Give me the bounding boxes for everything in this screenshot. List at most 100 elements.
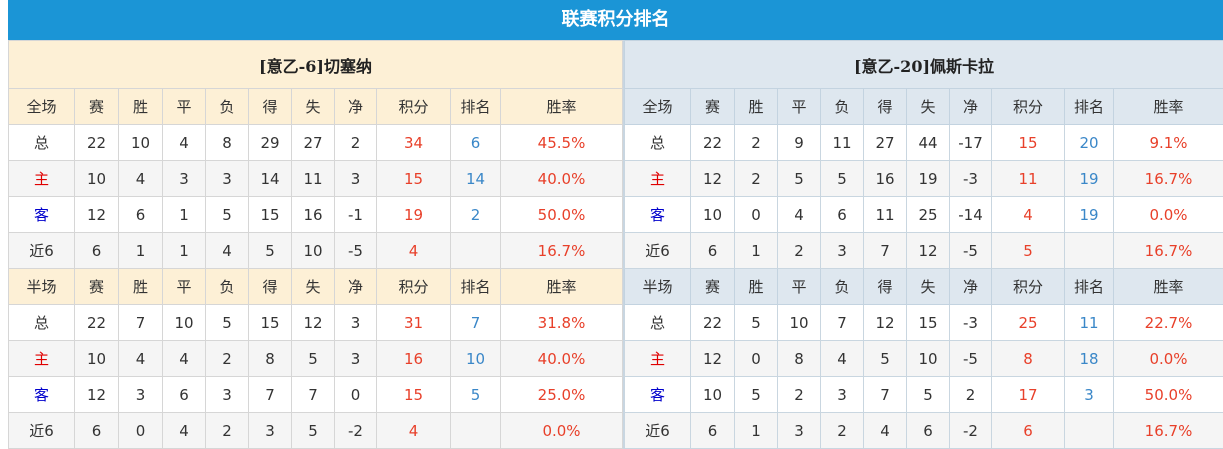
- row-type: 客: [9, 377, 75, 413]
- cell-points: 11: [992, 161, 1065, 197]
- row-type: 近6: [9, 413, 75, 449]
- cell-rank: 19: [1065, 161, 1114, 197]
- cell-played: 12: [691, 161, 735, 197]
- team-header: [意乙-20]佩斯卡拉: [625, 41, 1223, 89]
- row-type: 近6: [9, 233, 75, 269]
- cell-played: 22: [691, 125, 735, 161]
- column-header: 净: [950, 89, 992, 125]
- cell-won: 0: [119, 413, 163, 449]
- column-header: 积分: [992, 269, 1065, 305]
- cell-goals-for: 29: [249, 125, 292, 161]
- cell-goals-for: 16: [864, 161, 907, 197]
- cell-goal-diff: 3: [335, 161, 377, 197]
- cell-points: 6: [992, 413, 1065, 449]
- column-header: 平: [778, 89, 821, 125]
- cell-lost: 4: [821, 341, 864, 377]
- section-label: 全场: [625, 89, 691, 125]
- section-label: 半场: [9, 269, 75, 305]
- cell-goal-diff: 3: [335, 305, 377, 341]
- column-header-row: 全场赛胜平负得失净积分排名胜率: [9, 89, 623, 125]
- column-header: 平: [163, 269, 206, 305]
- column-header: 胜: [119, 89, 163, 125]
- cell-win-rate: 45.5%: [501, 125, 623, 161]
- cell-goals-for: 5: [864, 341, 907, 377]
- cell-played: 12: [75, 377, 119, 413]
- cell-goals-against: 5: [907, 377, 950, 413]
- row-type: 总: [625, 125, 691, 161]
- cell-points: 8: [992, 341, 1065, 377]
- cell-played: 10: [691, 197, 735, 233]
- cell-lost: 3: [206, 377, 249, 413]
- cell-played: 10: [75, 341, 119, 377]
- cell-lost: 3: [821, 377, 864, 413]
- column-header: 得: [249, 269, 292, 305]
- cell-drawn: 9: [778, 125, 821, 161]
- cell-points: 4: [992, 197, 1065, 233]
- cell-points: 17: [992, 377, 1065, 413]
- cell-won: 0: [735, 341, 778, 377]
- column-header: 得: [864, 89, 907, 125]
- column-header: 负: [206, 89, 249, 125]
- column-header: 净: [335, 89, 377, 125]
- cell-played: 6: [75, 413, 119, 449]
- cell-drawn: 4: [163, 125, 206, 161]
- cell-points: 4: [377, 413, 451, 449]
- row-type: 主: [625, 341, 691, 377]
- cell-goals-against: 5: [292, 341, 335, 377]
- cell-drawn: 4: [163, 413, 206, 449]
- row-type: 近6: [625, 413, 691, 449]
- cell-points: 31: [377, 305, 451, 341]
- column-header: 负: [821, 269, 864, 305]
- column-header: 积分: [377, 89, 451, 125]
- cell-rank: 2: [451, 197, 501, 233]
- cell-goals-against: 12: [292, 305, 335, 341]
- column-header: 排名: [1065, 89, 1114, 125]
- cell-won: 10: [119, 125, 163, 161]
- cell-win-rate: 16.7%: [501, 233, 623, 269]
- cell-goals-for: 12: [864, 305, 907, 341]
- cell-rank: [451, 233, 501, 269]
- row-type: 客: [9, 197, 75, 233]
- column-header: 净: [950, 269, 992, 305]
- cell-goal-diff: -2: [335, 413, 377, 449]
- cell-points: 25: [992, 305, 1065, 341]
- team-name: [意乙-20]佩斯卡拉: [625, 41, 1223, 89]
- cell-goals-against: 15: [907, 305, 950, 341]
- cell-rank: 6: [451, 125, 501, 161]
- column-header: 赛: [75, 89, 119, 125]
- cell-lost: 2: [821, 413, 864, 449]
- column-header: 胜率: [501, 89, 623, 125]
- column-header: 胜: [735, 269, 778, 305]
- column-header: 负: [206, 269, 249, 305]
- cell-goal-diff: 0: [335, 377, 377, 413]
- cell-drawn: 4: [778, 197, 821, 233]
- cell-played: 10: [75, 161, 119, 197]
- cell-goals-against: 27: [292, 125, 335, 161]
- cell-rank: 19: [1065, 197, 1114, 233]
- row-type: 主: [9, 341, 75, 377]
- cell-rank: 18: [1065, 341, 1114, 377]
- cell-lost: 11: [821, 125, 864, 161]
- cell-goal-diff: -3: [950, 305, 992, 341]
- team-header: [意乙-6]切塞纳: [9, 41, 623, 89]
- cell-lost: 4: [206, 233, 249, 269]
- cell-win-rate: 22.7%: [1114, 305, 1223, 341]
- column-header: 胜率: [501, 269, 623, 305]
- cell-played: 22: [75, 305, 119, 341]
- row-type: 总: [9, 125, 75, 161]
- column-header: 失: [907, 89, 950, 125]
- cell-lost: 2: [206, 413, 249, 449]
- cell-goals-for: 7: [864, 377, 907, 413]
